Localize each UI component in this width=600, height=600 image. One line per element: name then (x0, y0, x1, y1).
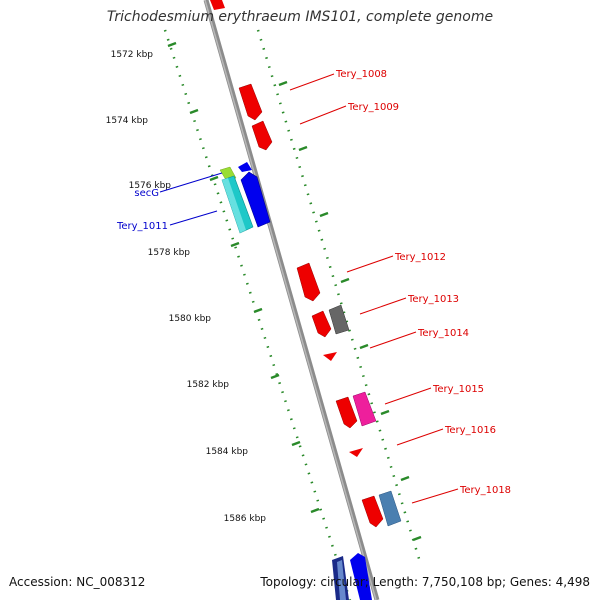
gene-tery-1013[interactable] (328, 304, 350, 335)
chromosome-backbone (203, 0, 380, 600)
callout-line (159, 172, 223, 193)
position-tick (359, 343, 369, 350)
position-label: 1572 kbp (111, 50, 154, 60)
position-label: 1578 kbp (148, 248, 191, 258)
gene-tery-1016[interactable] (349, 448, 363, 457)
gene-label[interactable]: Tery_1016 (444, 425, 496, 436)
gene-tery-1011-shade (222, 178, 246, 233)
position-label: 1586 kbp (224, 514, 267, 524)
gene-tery-1009[interactable] (251, 120, 273, 151)
position-label: 1582 kbp (187, 380, 230, 390)
accession-text: Accession: NC_008312 (9, 575, 146, 589)
gene-label[interactable]: Tery_1014 (417, 328, 469, 339)
genome-title: Trichodesmium erythraeum IMS101, complet… (106, 9, 494, 25)
gene-label[interactable]: Tery_1011 (116, 221, 168, 232)
gene-label[interactable]: secG (134, 188, 159, 199)
position-tick (310, 507, 320, 514)
gene-tery-1013-red[interactable] (311, 310, 332, 338)
gene-top-red[interactable] (210, 0, 225, 10)
position-label: 1584 kbp (206, 447, 249, 457)
gene-bottom-light[interactable] (337, 560, 346, 600)
position-tick (253, 307, 263, 314)
callout-line (411, 488, 459, 504)
gene-blue-small[interactable] (238, 162, 252, 172)
gene-label[interactable]: Tery_1018 (459, 485, 511, 496)
callout-line (169, 210, 218, 226)
gene-tery-1015-red[interactable] (335, 396, 358, 429)
position-tick (278, 80, 288, 87)
position-label: 1576 kbp (129, 181, 172, 191)
position-tick (167, 41, 177, 48)
gene-tery-1015[interactable] (352, 391, 377, 427)
position-tick (291, 440, 301, 447)
forward-strand-genes (219, 162, 372, 600)
callout-line (289, 73, 335, 91)
reverse-strand-genes (210, 0, 402, 528)
gene-label[interactable]: Tery_1013 (407, 294, 459, 305)
callout-line (359, 297, 407, 315)
callout-line (369, 331, 417, 349)
callout-line (384, 387, 432, 405)
gene-label[interactable]: Tery_1015 (432, 384, 484, 395)
gene-label[interactable]: Tery_1008 (335, 69, 387, 80)
gene-label[interactable]: Tery_1012 (394, 252, 446, 263)
position-label: 1580 kbp (169, 314, 212, 324)
callout-line (299, 105, 347, 125)
callout-line (396, 428, 444, 446)
tick-dashes (167, 41, 422, 542)
gene-callouts: Tery_1008 Tery_1009 secG Tery_1011 Tery_1012… (116, 69, 511, 504)
position-tick (400, 475, 410, 482)
callout-line (346, 255, 394, 273)
position-tick (189, 108, 199, 115)
position-tick (298, 145, 308, 152)
gene-blue-large[interactable] (240, 171, 271, 228)
position-tick (380, 409, 390, 416)
gene-tery-1018[interactable] (378, 490, 402, 527)
chromosome-backbone-highlight (204, 0, 377, 600)
gene-bottom-blue[interactable] (350, 553, 372, 600)
gene-tery-1008[interactable] (238, 83, 263, 121)
position-tick (412, 535, 422, 542)
gene-tery-1012[interactable] (296, 262, 321, 302)
position-labels: 1572 kbp 1574 kbp 1576 kbp 1578 kbp 1580 kbp… (106, 50, 267, 524)
genome-summary-text: Topology: circular; Length: 7,750,108 bp… (260, 575, 590, 589)
position-tick (209, 175, 219, 182)
position-tick (340, 277, 350, 284)
position-tick (270, 373, 280, 380)
gene-tery-1014[interactable] (323, 352, 337, 361)
position-tick (319, 211, 329, 218)
gene-tery-1018-red[interactable] (361, 495, 384, 528)
position-label: 1574 kbp (106, 116, 149, 126)
gene-label[interactable]: Tery_1009 (347, 102, 399, 113)
position-tick (230, 241, 240, 248)
